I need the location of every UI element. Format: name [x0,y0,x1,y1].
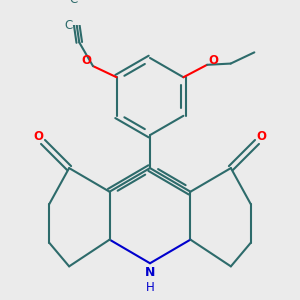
Text: O: O [34,130,44,143]
Text: O: O [256,130,266,143]
Text: C: C [69,0,77,6]
Text: C: C [64,19,72,32]
Text: O: O [82,54,92,67]
Text: H: H [146,281,154,294]
Text: O: O [208,54,218,67]
Text: N: N [145,266,155,279]
